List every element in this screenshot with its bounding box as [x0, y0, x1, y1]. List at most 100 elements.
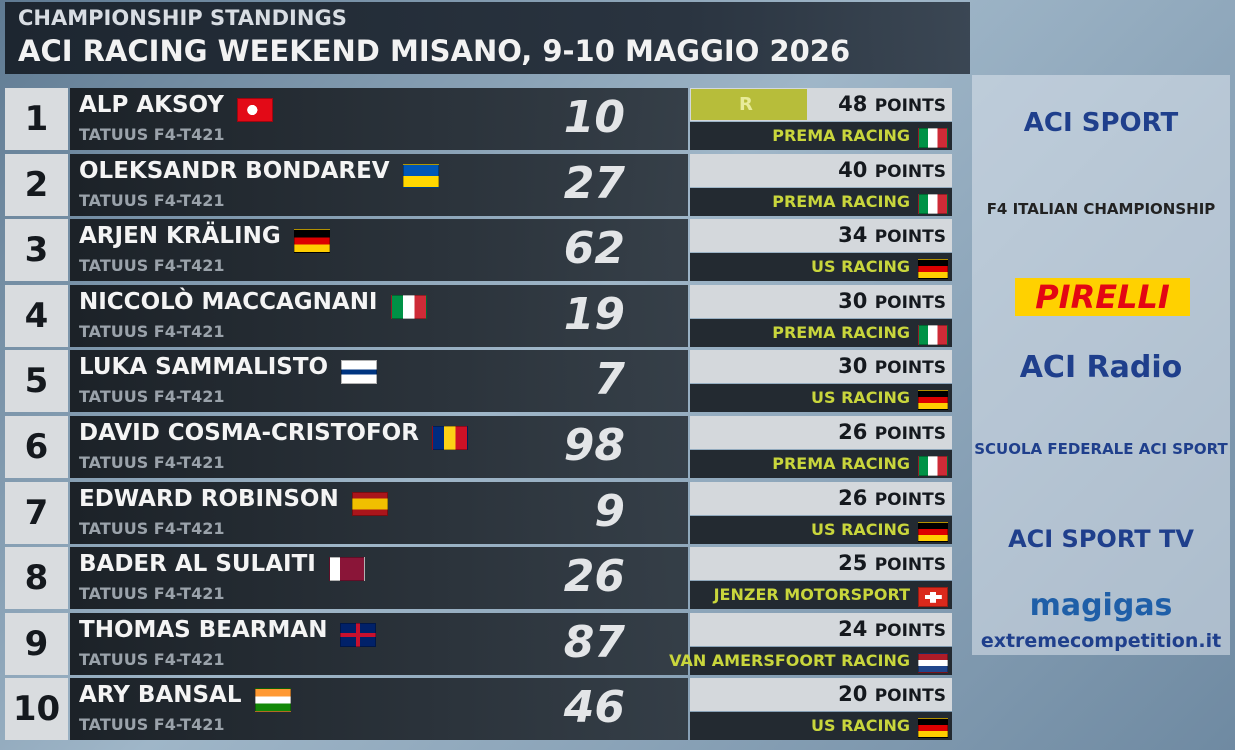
car-model: TATUUS F4-T421	[79, 321, 225, 341]
car-number: 27	[563, 157, 625, 209]
team-name: US RACING	[810, 716, 910, 736]
position-box: 6	[5, 416, 68, 478]
sponsor-logo: PIRELLI	[1015, 278, 1190, 316]
driver-flag	[431, 426, 468, 450]
points-box	[690, 219, 952, 253]
driver-name: ARY BANSAL	[79, 682, 242, 709]
driver-name: OLEKSANDR BONDAREV	[79, 157, 390, 184]
car-model: TATUUS F4-T421	[79, 649, 225, 669]
driver-panel	[70, 88, 688, 150]
points: 24 POINTS	[838, 617, 946, 641]
points-box	[690, 678, 952, 712]
driver-flag	[328, 557, 365, 582]
points-unit: POINTS	[874, 96, 946, 116]
points: 40 POINTS	[838, 158, 946, 182]
team-box	[690, 122, 952, 150]
team-flag	[918, 324, 948, 345]
team-name: JENZER MOTORSPORT	[713, 585, 910, 605]
driver-panel	[70, 416, 688, 478]
points-value: 25	[838, 551, 868, 576]
team-box	[690, 384, 952, 413]
subtitle: CHAMPIONSHIP STANDINGS	[18, 6, 347, 30]
car-model: TATUUS F4-T421	[79, 190, 225, 210]
driver-panel	[70, 219, 688, 282]
car-number: 87	[563, 616, 625, 668]
points-box	[690, 612, 952, 646]
points: 26 POINTS	[838, 420, 946, 444]
points-unit: POINTS	[874, 227, 946, 248]
car-number: 62	[563, 223, 625, 275]
points-value: 40	[838, 157, 868, 182]
team-flag	[918, 259, 948, 280]
driver-flag	[293, 229, 330, 254]
team-name: PREMA RACING	[772, 454, 910, 473]
team-box	[690, 515, 952, 544]
team-name: US RACING	[810, 388, 910, 408]
points-unit: POINTS	[874, 686, 946, 707]
driver-flag	[402, 163, 439, 188]
points-box	[690, 284, 952, 318]
points-unit: POINTS	[874, 358, 946, 379]
driver-flag	[254, 688, 291, 713]
driver-name: THOMAS BEARMAN	[79, 616, 328, 643]
team-flag	[918, 390, 948, 411]
points-value: 20	[838, 682, 868, 707]
team-name: VAN AMERSFOORT RACING	[669, 650, 910, 670]
sponsor-logo: ACI SPORT	[1023, 108, 1179, 138]
car-number: 26	[563, 551, 625, 603]
team-name: PREMA RACING	[772, 126, 910, 145]
points-value: 30	[838, 288, 868, 313]
team-box	[690, 581, 952, 610]
sponsor-logo: ACI Radio	[1019, 350, 1183, 385]
points: 48 POINTS	[838, 92, 946, 116]
points-unit: POINTS	[874, 555, 946, 576]
driver-name: ARJEN KRÄLING	[79, 223, 281, 250]
car-number: 7	[594, 354, 625, 406]
driver-name: DAVID COSMA-CRISTOFOR	[79, 420, 419, 446]
driver-panel	[70, 153, 688, 216]
points-box	[690, 153, 952, 187]
points-value: 26	[838, 485, 868, 510]
sponsor-logo: F4 ITALIAN CHAMPIONSHIP	[986, 200, 1216, 218]
sponsor-panel	[972, 75, 1230, 655]
team-box	[690, 646, 952, 675]
points: 20 POINTS	[838, 682, 946, 706]
team-box	[690, 318, 952, 347]
car-number: 9	[594, 485, 625, 537]
team-flag	[918, 521, 948, 542]
team-flag	[918, 456, 948, 476]
team-flag	[918, 718, 948, 739]
sponsor-logo: magigas	[1029, 588, 1173, 623]
team-box	[690, 187, 952, 216]
team-flag	[918, 193, 948, 214]
points: 30 POINTS	[838, 289, 946, 313]
team-name: PREMA RACING	[772, 191, 910, 211]
driver-panel	[70, 350, 688, 413]
car-model: TATUUS F4-T421	[79, 387, 225, 407]
sponsor-logo: extremecompetition.it	[980, 630, 1222, 652]
position-box: 3	[5, 219, 68, 282]
sponsor-logo: SCUOLA FEDERALE ACI SPORT	[974, 440, 1228, 458]
driver-name: ALP AKSOY	[79, 92, 224, 118]
car-model: TATUUS F4-T421	[79, 256, 225, 276]
team-box	[690, 253, 952, 282]
driver-flag	[236, 98, 273, 122]
team-box	[690, 712, 952, 741]
driver-flag	[340, 622, 377, 647]
points-value: 24	[838, 616, 868, 641]
position-box: 10	[5, 678, 68, 741]
driver-flag	[351, 491, 388, 516]
driver-name: LUKA SAMMALISTO	[79, 354, 329, 381]
sponsor-logo: ACI SPORT TV	[1008, 525, 1194, 553]
driver-panel	[70, 612, 688, 675]
points-value: 48	[838, 92, 868, 116]
points-value: 26	[838, 420, 868, 444]
driver-flag	[390, 294, 427, 319]
driver-flag	[341, 360, 378, 385]
driver-name: EDWARD ROBINSON	[79, 485, 339, 512]
position-box: 8	[5, 547, 68, 610]
points: 25 POINTS	[838, 551, 946, 575]
points: 26 POINTS	[838, 486, 946, 510]
car-model: TATUUS F4-T421	[79, 584, 225, 604]
